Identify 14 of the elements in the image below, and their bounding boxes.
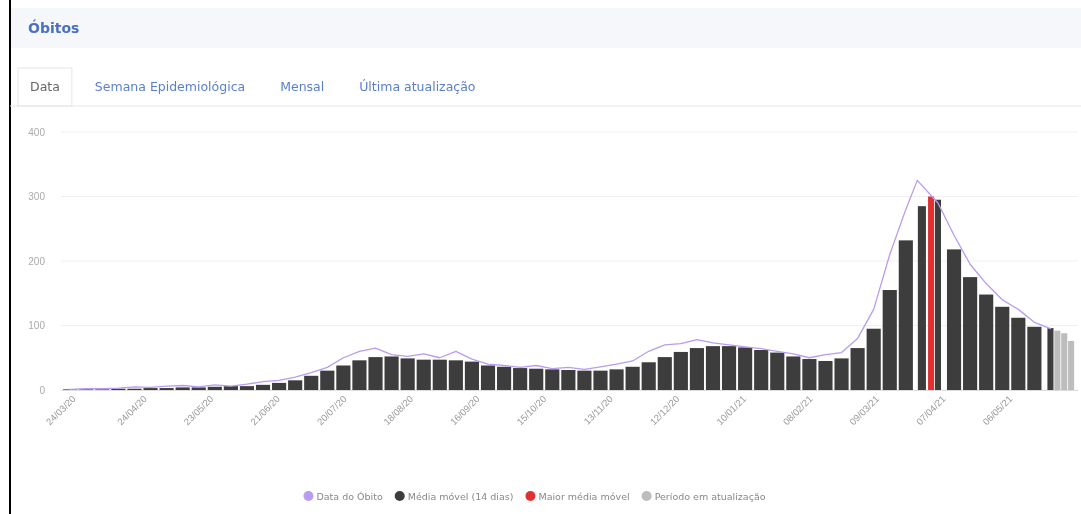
text: Semana Epidemiológica	[94, 79, 246, 94]
legend-label: Maior média móvel	[538, 491, 630, 502]
y-tick-label: 0	[39, 384, 46, 396]
text: Data	[30, 79, 60, 94]
chart-title: Óbitos	[28, 19, 80, 36]
legend-label: Data do Óbito	[316, 491, 383, 502]
text: Última atualização	[359, 79, 476, 94]
y-tick-label: 300	[28, 191, 46, 203]
y-tick-label: 400	[28, 126, 46, 138]
text: Mensal	[280, 79, 325, 94]
legend-label: Média móvel (14 dias)	[407, 491, 514, 502]
y-tick-label: 100	[28, 320, 46, 332]
legend-label: Período em atualização	[654, 491, 766, 502]
y-tick-label: 200	[28, 255, 46, 267]
